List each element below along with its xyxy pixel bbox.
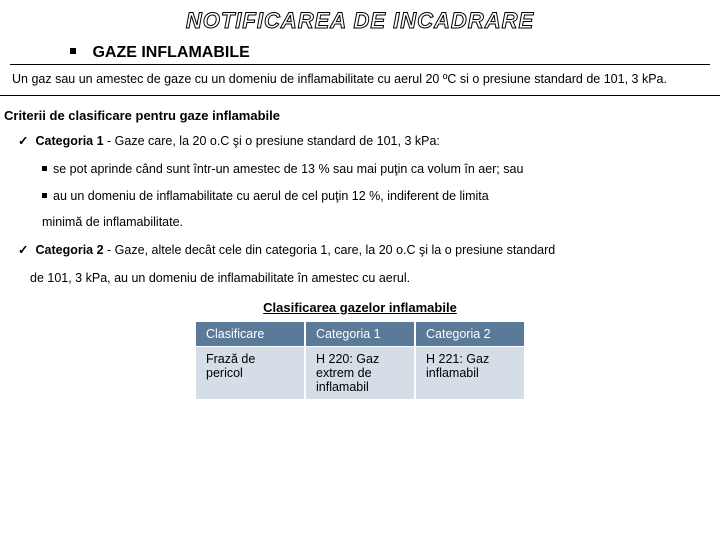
table-header: Categoria 1 <box>305 321 415 346</box>
section-header: GAZE INFLAMABILE <box>10 40 710 65</box>
table-header: Categoria 2 <box>415 321 525 346</box>
category-2-label: Categoria 2 <box>35 243 103 257</box>
square-bullet-icon <box>70 48 76 54</box>
table-header-row: Clasificare Categoria 1 Categoria 2 <box>195 321 525 346</box>
classification-table: Clasificare Categoria 1 Categoria 2 Fraz… <box>194 321 526 400</box>
cat1-bullet-b-text: au un domeniu de inflamabilitate cu aeru… <box>53 189 489 203</box>
cat1-bullet-a: se pot aprinde când sunt într-un amestec… <box>0 158 720 185</box>
cat2-cont: de 101, 3 kPa, au un domeniu de inflamab… <box>0 267 720 294</box>
table-cell: H 220: Gaz extrem de inflamabil <box>305 346 415 399</box>
cat1-bullet-b-cont: minimă de inflamabilitate. <box>0 211 720 238</box>
criteria-heading: Criterii de clasificare pentru gaze infl… <box>0 104 720 129</box>
category-2-text: - Gaze, altele decât cele din categoria … <box>104 243 556 257</box>
table-cell: H 221: Gaz inflamabil <box>415 346 525 399</box>
intro-text: Un gaz sau un amestec de gaze cu un dome… <box>0 71 720 96</box>
check-icon: ✓ <box>18 131 32 152</box>
category-2-item: ✓ Categoria 2 - Gaze, altele decât cele … <box>0 238 720 267</box>
category-1-text: - Gaze care, la 20 o.C şi o presiune sta… <box>104 134 440 148</box>
table-row: Frază de pericol H 220: Gaz extrem de in… <box>195 346 525 399</box>
category-1-item: ✓ Categoria 1 - Gaze care, la 20 o.C şi … <box>0 129 720 158</box>
page-title: NOTIFICAREA DE INCADRARE <box>0 0 720 40</box>
category-1-label: Categoria 1 <box>35 134 103 148</box>
section-header-text: GAZE INFLAMABILE <box>92 44 249 61</box>
cat1-bullet-a-text: se pot aprinde când sunt într-un amestec… <box>53 162 523 176</box>
square-bullet-icon <box>42 166 47 171</box>
page-title-text: NOTIFICAREA DE INCADRARE <box>186 8 534 33</box>
cat1-bullet-b: au un domeniu de inflamabilitate cu aeru… <box>0 185 720 212</box>
check-icon: ✓ <box>18 240 32 261</box>
table-title: Clasificarea gazelor inflamabile <box>0 294 720 321</box>
square-bullet-icon <box>42 193 47 198</box>
table-header: Clasificare <box>195 321 305 346</box>
table-cell: Frază de pericol <box>195 346 305 399</box>
